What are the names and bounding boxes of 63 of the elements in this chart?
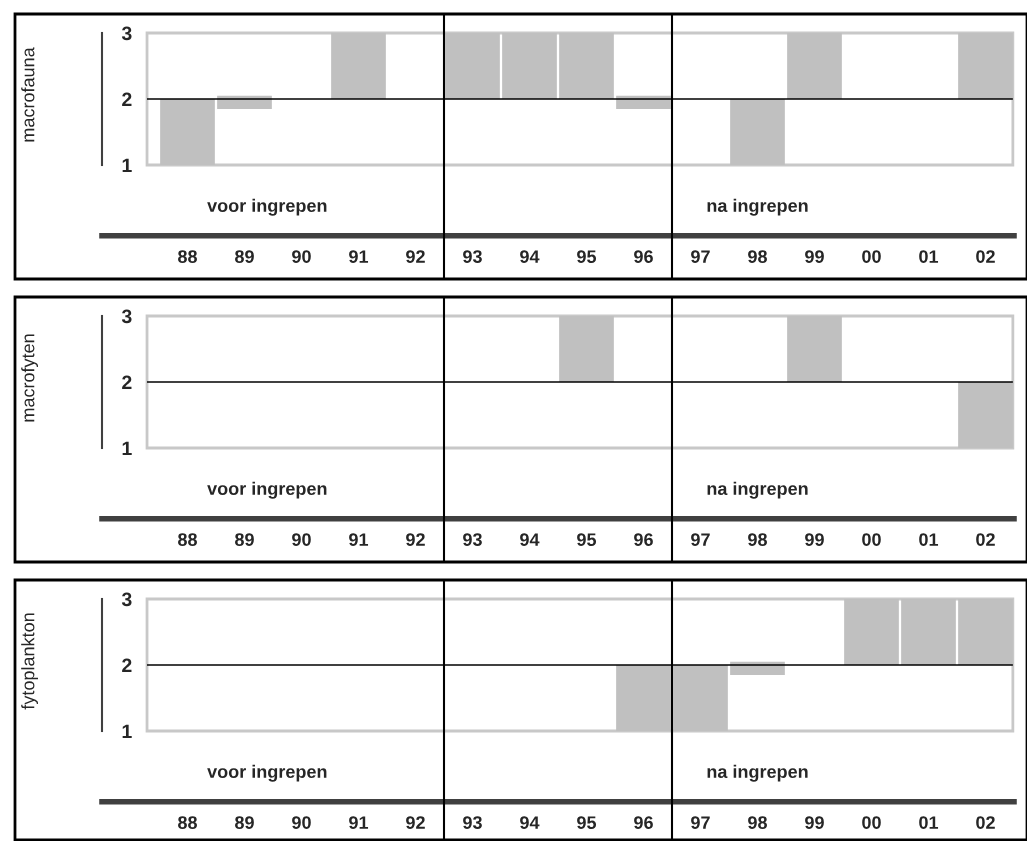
- x-tick-label: 90: [292, 250, 311, 263]
- x-tick-label: 95: [577, 533, 597, 546]
- x-tick-label: 93: [463, 816, 482, 830]
- x-tick-label: 95: [577, 816, 597, 829]
- text: na ingrepen: [707, 481, 808, 499]
- y-tick-label: 1: [122, 441, 132, 456]
- x-tick-label: 91: [349, 250, 369, 263]
- x-tick-label: 01: [919, 533, 939, 546]
- x-tick-label: 92: [406, 250, 425, 263]
- y-tick-label: 1: [122, 724, 132, 739]
- y-axis-title: fytoplankton: [21, 613, 38, 710]
- x-tick-label: 00: [862, 250, 881, 263]
- x-tick-label: 96: [634, 250, 653, 263]
- y-tick-label: 3: [121, 309, 132, 324]
- x-tick-label: 99: [805, 533, 824, 546]
- x-tick-label: 97: [691, 250, 710, 263]
- x-tick-label: 88: [178, 250, 197, 263]
- text: na ingrepen: [707, 764, 808, 782]
- x-tick-label: 97: [691, 816, 710, 829]
- x-tick-label: 00: [862, 533, 881, 546]
- x-tick-label: 88: [178, 816, 197, 829]
- x-tick-label: 99: [805, 250, 824, 263]
- x-tick-label: 01: [919, 816, 939, 829]
- x-tick-label: 94: [520, 250, 540, 263]
- text: voor ingrepen: [207, 198, 327, 216]
- text: voor ingrepen: [207, 764, 327, 782]
- x-tick-label: 89: [235, 250, 254, 263]
- text: na ingrepen: [707, 198, 808, 216]
- x-tick-label: 89: [235, 533, 254, 546]
- x-tick-label: 96: [634, 816, 653, 829]
- x-tick-label: 97: [691, 533, 710, 546]
- x-tick-label: 99: [805, 816, 824, 829]
- x-tick-label: 92: [406, 816, 425, 829]
- x-tick-label: 93: [463, 533, 482, 547]
- x-tick-label: 94: [520, 816, 540, 829]
- x-tick-label: 89: [235, 816, 254, 829]
- x-tick-label: 98: [748, 533, 767, 546]
- y-axis-title: macrofauna: [21, 47, 35, 142]
- y-tick-label: 3: [121, 592, 132, 607]
- x-tick-label: 02: [976, 533, 995, 546]
- x-tick-label: 88: [178, 533, 197, 546]
- x-tick-label: 00: [862, 816, 881, 829]
- x-tick-label: 98: [748, 250, 767, 263]
- x-tick-label: 02: [976, 250, 995, 263]
- y-axis-title: macrofyten: [21, 334, 38, 422]
- x-tick-label: 91: [349, 533, 369, 546]
- x-tick-label: 96: [634, 533, 653, 546]
- y-tick-label: 2: [122, 375, 132, 390]
- x-tick-label: 90: [292, 533, 311, 546]
- y-tick-label: 2: [122, 92, 132, 107]
- x-tick-label: 95: [577, 250, 597, 263]
- text: voor ingrepen: [207, 481, 327, 499]
- x-tick-label: 98: [748, 816, 767, 829]
- x-tick-label: 94: [520, 533, 540, 546]
- x-tick-label: 90: [292, 816, 311, 829]
- x-tick-label: 91: [349, 816, 369, 829]
- y-tick-label: 1: [122, 158, 132, 173]
- x-tick-label: 93: [463, 250, 482, 264]
- x-tick-label: 02: [976, 816, 995, 829]
- y-tick-label: 3: [121, 26, 132, 41]
- x-tick-label: 92: [406, 533, 425, 546]
- y-tick-label: 2: [122, 658, 132, 673]
- x-tick-label: 01: [919, 250, 939, 263]
